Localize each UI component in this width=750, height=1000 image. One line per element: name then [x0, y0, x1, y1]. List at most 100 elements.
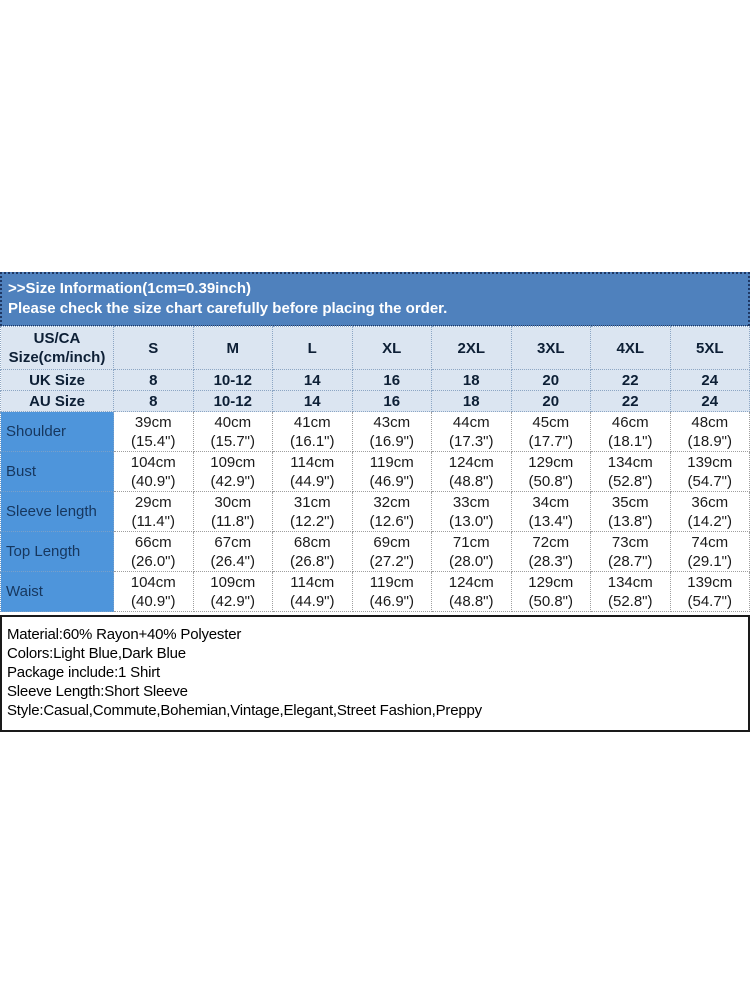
measurement-cm-value: 41cm [293, 413, 331, 431]
size-column-header: M [192, 326, 273, 370]
measurement-cm-value: 139cm [687, 453, 733, 471]
measurement-value-cell: 139cm (54.7") [669, 571, 750, 612]
measurement-cm-value: 43cm [373, 413, 411, 431]
measurement-cm-value: 104cm [130, 573, 176, 591]
measurement-inch-value: (14.2") [687, 512, 732, 530]
measurement-inch-value: (11.8") [211, 512, 255, 530]
measurement-value-cell: 109cm (42.9") [192, 571, 273, 612]
measurement-value-cell: 35cm (13.8") [590, 491, 671, 532]
measurement-cm-value: 45cm [532, 413, 570, 431]
measurement-cm-value: 134cm [607, 573, 653, 591]
size-table: US/CA Size(cm/inch) S M L XL 2XL 3XL 4XL 5XL UK… [0, 326, 750, 612]
measurement-value-cell: 41cm (16.1") [272, 411, 353, 452]
measurement-value-cell: 43cm (16.9") [351, 411, 432, 452]
measurement-cm-value: 30cm [214, 493, 252, 511]
size-column-header: 3XL [510, 326, 591, 370]
measurement-cm-value: 46cm [611, 413, 649, 431]
measurement-value-cell: 33cm (13.0") [431, 491, 512, 532]
measurement-cm-value: 129cm [528, 453, 574, 471]
size-column-header: 5XL [669, 326, 750, 370]
measurement-value-cell: 119cm (46.9") [351, 571, 432, 612]
measurement-value-cell: 66cm (26.0") [113, 531, 194, 572]
measurement-inch-value: (28.0") [448, 552, 494, 570]
measurement-inch-value: (42.9") [210, 472, 255, 490]
measurement-inch-value: (28.3") [528, 552, 573, 570]
size-chart-panel: >>Size Information(1cm=0.39inch) Please … [0, 272, 750, 732]
measurement-value-cell: 129cm (50.8") [510, 571, 591, 612]
measurement-value-cell: 68cm (26.8") [272, 531, 353, 572]
measurement-value-cell: 124cm (48.8") [431, 451, 512, 492]
measurement-inch-value: (27.2") [369, 552, 414, 570]
measurement-cm-value: 119cm [369, 453, 414, 471]
region-size-label: AU Size [0, 390, 114, 412]
region-size-value: 14 [272, 390, 353, 412]
measurement-label: Bust [0, 451, 114, 492]
measurement-cm-value: 74cm [691, 533, 729, 551]
measurement-value-cell: 48cm (18.9") [669, 411, 750, 452]
product-detail-line: Style:Casual,Commute,Bohemian,Vintage,El… [7, 702, 482, 719]
size-column-header: XL [351, 326, 432, 370]
measurement-value-cell: 74cm (29.1") [669, 531, 750, 572]
region-size-value: 16 [351, 390, 432, 412]
measurement-inch-value: (13.8") [607, 512, 653, 530]
measurement-inch-value: (26.4") [210, 552, 255, 570]
measurement-value-cell: 72cm (28.3") [510, 531, 591, 572]
measurement-value-cell: 104cm (40.9") [113, 571, 194, 612]
region-size-value: 8 [113, 390, 194, 412]
measurement-value-cell: 29cm (11.4") [113, 491, 194, 532]
measurement-value-cell: 32cm (12.6") [351, 491, 432, 532]
measurement-value-cell: 36cm (14.2") [669, 491, 750, 532]
measurement-cm-value: 119cm [369, 573, 414, 591]
measurement-value-cell: 71cm (28.0") [431, 531, 512, 572]
measurement-inch-value: (28.7") [607, 552, 653, 570]
measurement-value-cell: 134cm (52.8") [590, 451, 671, 492]
banner-title: >>Size Information(1cm=0.39inch) [8, 280, 251, 297]
measurement-inch-value: (48.8") [448, 472, 494, 490]
measurement-row: Bust 104cm (40.9") 109cm (42.9") 114cm (44.9")… [0, 451, 750, 492]
measurement-cm-value: 114cm [290, 453, 335, 471]
measurement-value-cell: 109cm (42.9") [192, 451, 273, 492]
measurement-cm-value: 124cm [448, 573, 494, 591]
measurement-rows: Shoulder 39cm (15.4") 40cm (15.7") 41cm (16.1"… [0, 411, 750, 612]
product-detail-line: Package include:1 Shirt [7, 664, 160, 681]
measurement-cm-value: 109cm [210, 453, 256, 471]
measurement-inch-value: (54.7") [687, 472, 732, 490]
measurement-label: Top Length [0, 531, 114, 572]
region-size-row: UK Size 8 10-12 14 16 18 20 22 24 [0, 369, 750, 391]
measurement-row: Waist 104cm (40.9") 109cm (42.9") 114cm (44.9"… [0, 571, 750, 612]
measurement-cm-value: 32cm [373, 493, 411, 511]
measurement-cm-value: 66cm [134, 533, 172, 551]
measurement-value-cell: 134cm (52.8") [590, 571, 671, 612]
measurement-inch-value: (15.4") [130, 432, 176, 450]
measurement-row: Shoulder 39cm (15.4") 40cm (15.7") 41cm (16.1"… [0, 411, 750, 452]
measurement-inch-value: (13.4") [528, 512, 573, 530]
measurement-value-cell: 34cm (13.4") [510, 491, 591, 532]
measurement-value-cell: 46cm (18.1") [590, 411, 671, 452]
measurement-inch-value: (50.8") [528, 592, 573, 610]
size-column-header: S [113, 326, 194, 370]
measurement-cm-value: 109cm [210, 573, 256, 591]
measurement-value-cell: 104cm (40.9") [113, 451, 194, 492]
measurement-cm-value: 68cm [293, 533, 331, 551]
measurement-label: Shoulder [0, 411, 114, 452]
measurement-cm-value: 29cm [134, 493, 172, 511]
measurement-value-cell: 40cm (15.7") [192, 411, 273, 452]
measurement-cm-value: 73cm [611, 533, 649, 551]
measurement-cm-value: 72cm [532, 533, 570, 551]
measurement-cm-value: 129cm [528, 573, 574, 591]
size-column-header: 4XL [590, 326, 671, 370]
measurement-label: Waist [0, 571, 114, 612]
corner-header: US/CA Size(cm/inch) [0, 326, 114, 370]
measurement-inch-value: (50.8") [528, 472, 573, 490]
measurement-value-cell: 67cm (26.4") [192, 531, 273, 572]
region-size-value: 18 [431, 369, 512, 391]
product-detail-line: Sleeve Length:Short Sleeve [7, 683, 188, 700]
measurement-cm-value: 134cm [607, 453, 653, 471]
measurement-cm-value: 139cm [687, 573, 733, 591]
measurement-value-cell: 114cm (44.9") [272, 571, 353, 612]
size-column-header: L [272, 326, 353, 370]
measurement-cm-value: 40cm [214, 413, 252, 431]
region-size-value: 16 [351, 369, 432, 391]
region-size-value: 20 [510, 390, 591, 412]
product-details-box: Material:60% Rayon+40% Polyester Colors:L… [0, 615, 750, 732]
